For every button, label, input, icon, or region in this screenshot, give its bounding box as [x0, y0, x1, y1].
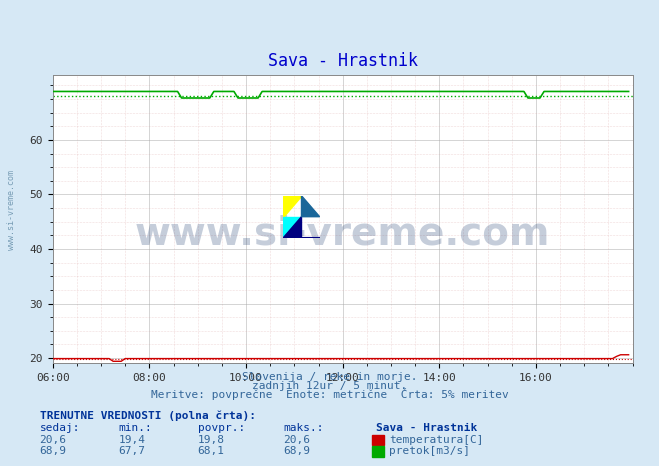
- Text: zadnjih 12ur / 5 minut.: zadnjih 12ur / 5 minut.: [252, 381, 407, 391]
- Text: Slovenija / reke in morje.: Slovenija / reke in morje.: [242, 372, 417, 382]
- Polygon shape: [283, 196, 302, 217]
- Text: Sava - Hrastnik: Sava - Hrastnik: [376, 423, 477, 433]
- Text: 68,9: 68,9: [40, 446, 67, 456]
- Text: 20,6: 20,6: [40, 435, 67, 445]
- Text: 68,1: 68,1: [198, 446, 225, 456]
- Text: 19,8: 19,8: [198, 435, 225, 445]
- Text: 67,7: 67,7: [119, 446, 146, 456]
- Text: min.:: min.:: [119, 423, 152, 433]
- Text: 19,4: 19,4: [119, 435, 146, 445]
- Text: maks.:: maks.:: [283, 423, 324, 433]
- Text: pretok[m3/s]: pretok[m3/s]: [389, 446, 470, 456]
- Text: Meritve: povprečne  Enote: metrične  Črta: 5% meritev: Meritve: povprečne Enote: metrične Črta:…: [151, 389, 508, 400]
- Text: sedaj:: sedaj:: [40, 423, 80, 433]
- Text: www.si-vreme.com: www.si-vreme.com: [135, 214, 550, 253]
- Polygon shape: [283, 217, 302, 238]
- Text: 20,6: 20,6: [283, 435, 310, 445]
- Text: www.si-vreme.com: www.si-vreme.com: [7, 170, 16, 250]
- Title: Sava - Hrastnik: Sava - Hrastnik: [268, 52, 418, 70]
- Polygon shape: [302, 196, 320, 217]
- Text: povpr.:: povpr.:: [198, 423, 245, 433]
- Text: 68,9: 68,9: [283, 446, 310, 456]
- Polygon shape: [283, 217, 320, 238]
- Text: TRENUTNE VREDNOSTI (polna črta):: TRENUTNE VREDNOSTI (polna črta):: [40, 411, 256, 421]
- Text: temperatura[C]: temperatura[C]: [389, 435, 483, 445]
